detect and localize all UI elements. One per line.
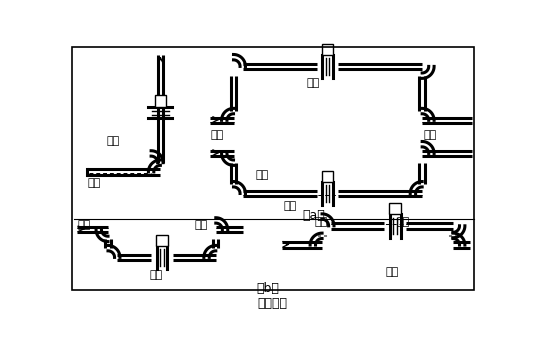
Text: 液体: 液体 bbox=[87, 178, 100, 188]
Text: （a）: （a） bbox=[303, 209, 326, 222]
Bar bbox=[321, 44, 333, 55]
Text: 正确: 正确 bbox=[306, 78, 320, 88]
Text: 液体: 液体 bbox=[424, 130, 437, 140]
Bar bbox=[389, 203, 401, 214]
Text: 气泡: 气泡 bbox=[77, 221, 91, 230]
Text: （b）: （b） bbox=[257, 282, 280, 295]
Text: 液体: 液体 bbox=[284, 201, 297, 211]
Bar bbox=[72, 47, 474, 291]
Text: 气泡: 气泡 bbox=[194, 221, 207, 230]
Text: 错误: 错误 bbox=[255, 170, 268, 180]
Bar bbox=[321, 171, 333, 182]
Text: 错误: 错误 bbox=[386, 267, 399, 277]
Text: 液体: 液体 bbox=[211, 130, 224, 140]
Text: 正确: 正确 bbox=[107, 136, 120, 146]
Text: 气泡: 气泡 bbox=[314, 217, 328, 227]
Text: 图（四）: 图（四） bbox=[258, 297, 288, 310]
Text: 气泡: 气泡 bbox=[397, 217, 410, 227]
Bar bbox=[156, 235, 168, 245]
Bar bbox=[155, 95, 166, 107]
Text: 正确: 正确 bbox=[150, 270, 163, 280]
